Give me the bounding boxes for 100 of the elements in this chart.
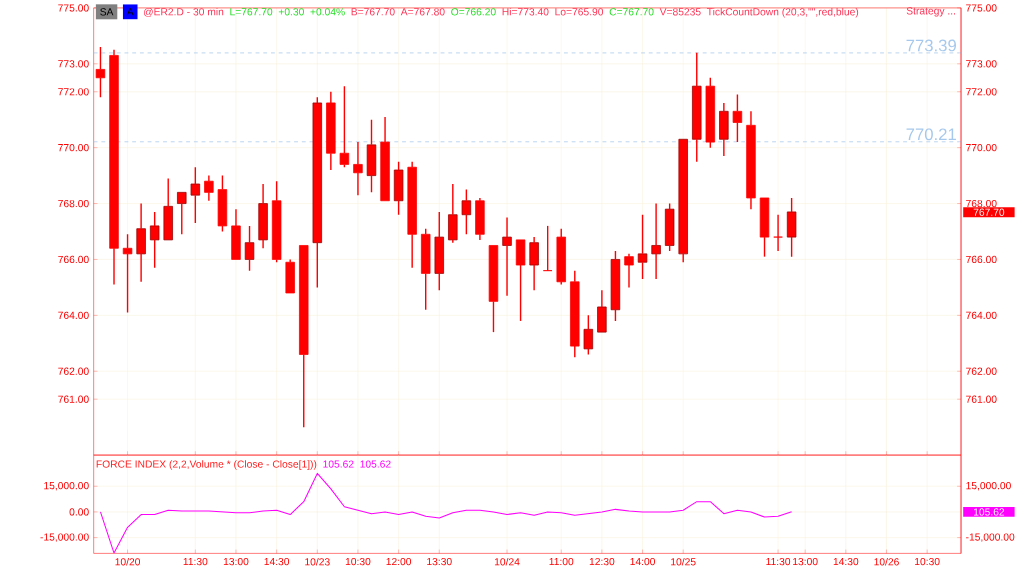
annotation: +0.30 bbox=[278, 8, 304, 16]
y-tick-label: 770.00 bbox=[58, 143, 89, 152]
y2-tick-label: 766.00 bbox=[966, 255, 997, 264]
ref-line-label: 773.39 bbox=[906, 39, 956, 52]
y-tick-label: 768.00 bbox=[58, 199, 89, 208]
x-tick-label: 14:00 bbox=[630, 557, 656, 566]
chart-title: @ER2.D - 30 min bbox=[143, 7, 224, 17]
y2-tick-label: 770.00 bbox=[966, 143, 997, 152]
annotation: Hi=773.40 bbox=[502, 7, 549, 16]
y-tick-label: 764.00 bbox=[58, 311, 89, 319]
x-tick-label: 10/24 bbox=[494, 557, 520, 566]
annotation: 105.62 bbox=[360, 460, 391, 468]
candlestick bbox=[299, 245, 309, 428]
x-tick-label: 11:30 bbox=[766, 557, 791, 566]
candlestick bbox=[624, 253, 634, 289]
y-tick-label: 0.00 bbox=[69, 508, 89, 516]
x-tick-label: 11:30 bbox=[183, 557, 208, 566]
y2-tick-label: 761.00 bbox=[966, 395, 997, 403]
annotation: B=767.70 bbox=[351, 8, 395, 16]
candlestick bbox=[109, 49, 119, 286]
annotation: C=767.70 bbox=[609, 8, 654, 16]
y2-tick-label: 775.00 bbox=[966, 4, 997, 12]
y2-tick-label: 762.00 bbox=[966, 367, 997, 375]
y2-tick-label: 764.00 bbox=[966, 311, 997, 319]
chart-title: FORCE INDEX (2,2,Volume * (Close - Close[1])) bbox=[96, 460, 317, 470]
candlestick bbox=[407, 160, 417, 269]
candlestick bbox=[583, 314, 594, 356]
candlestick bbox=[610, 250, 621, 322]
candlestick bbox=[231, 208, 241, 260]
candlestick bbox=[448, 183, 458, 244]
candlestick bbox=[692, 51, 702, 163]
candlestick bbox=[502, 216, 512, 297]
candlestick bbox=[570, 269, 580, 358]
candlestick bbox=[190, 166, 201, 224]
y2-tick-label: 772.00 bbox=[966, 88, 997, 96]
candlestick bbox=[475, 197, 485, 241]
annotation: Strategy ... bbox=[906, 7, 955, 17]
annotation: O=766.20 bbox=[451, 8, 496, 16]
candlestick bbox=[136, 202, 146, 283]
candlestick bbox=[177, 191, 187, 235]
y2-tick-label: 15,000.00 bbox=[966, 481, 1011, 491]
candlestick bbox=[434, 211, 444, 291]
annotation: 105.62 bbox=[323, 460, 354, 468]
x-tick-label: 14:30 bbox=[264, 557, 290, 566]
candlestick bbox=[773, 213, 783, 252]
candlestick bbox=[204, 174, 214, 202]
candlestick bbox=[326, 90, 336, 171]
candlestick bbox=[719, 102, 729, 157]
annotation: TickCountDown (20,3,"",red,blue) bbox=[706, 7, 859, 18]
candlestick bbox=[380, 116, 390, 202]
candlestick bbox=[217, 174, 228, 233]
candlestick bbox=[244, 225, 255, 272]
x-tick-label: 10/20 bbox=[115, 557, 141, 566]
candlestick bbox=[597, 289, 607, 333]
annotation: A bbox=[126, 8, 134, 16]
y2-tick-label: 768.00 bbox=[966, 199, 997, 208]
y2-tick-label: 773.00 bbox=[966, 60, 997, 68]
y-tick-label: 773.00 bbox=[58, 60, 89, 68]
y-tick-label: -15,000.00 bbox=[40, 533, 89, 542]
candlestick bbox=[149, 211, 160, 269]
x-tick-label: 10:30 bbox=[915, 557, 940, 566]
candlestick bbox=[746, 110, 756, 210]
y-tick-label: 761.00 bbox=[58, 395, 89, 403]
ref-line-label: 770.21 bbox=[906, 128, 956, 141]
candlestick bbox=[651, 202, 661, 280]
y2-tick-label: -15,000.00 bbox=[966, 533, 1015, 542]
candlestick bbox=[366, 118, 377, 194]
annotation: +0.04% bbox=[310, 8, 345, 16]
candlestick bbox=[163, 177, 173, 241]
candlestick bbox=[732, 93, 743, 143]
candlestick bbox=[285, 258, 295, 294]
candlestick bbox=[529, 236, 539, 291]
x-tick-label: 13:00 bbox=[793, 557, 818, 566]
x-tick-label: 12:00 bbox=[386, 557, 412, 566]
candlestick bbox=[420, 227, 431, 311]
y-tick-label: 772.00 bbox=[58, 88, 89, 96]
candlestick bbox=[122, 233, 133, 314]
x-tick-label: 10/23 bbox=[305, 557, 330, 566]
candlestick bbox=[488, 245, 499, 333]
candlestick bbox=[637, 213, 648, 280]
x-tick-label: 10:30 bbox=[345, 557, 371, 566]
candlestick bbox=[759, 197, 770, 258]
x-tick-label: 13:30 bbox=[427, 557, 452, 566]
candlestick bbox=[515, 239, 526, 322]
candlestick bbox=[353, 141, 363, 196]
x-tick-label: 12:30 bbox=[589, 557, 615, 566]
y-tick-label: 762.00 bbox=[58, 367, 89, 375]
candlestick bbox=[271, 180, 282, 263]
annotation: Lo=765.90 bbox=[555, 8, 604, 16]
y-tick-label: 775.00 bbox=[58, 4, 89, 12]
annotation: SA bbox=[100, 8, 114, 16]
candlestick bbox=[461, 188, 472, 235]
candlestick bbox=[678, 138, 688, 263]
y-tick-label: 15,000.00 bbox=[44, 481, 89, 491]
x-tick-label: 11:00 bbox=[549, 557, 574, 566]
candlestick bbox=[339, 85, 350, 168]
candlestick bbox=[393, 160, 404, 216]
annotation: L=767.70 bbox=[230, 8, 273, 16]
candlestick bbox=[258, 183, 268, 249]
x-tick-label: 10/26 bbox=[874, 557, 899, 566]
